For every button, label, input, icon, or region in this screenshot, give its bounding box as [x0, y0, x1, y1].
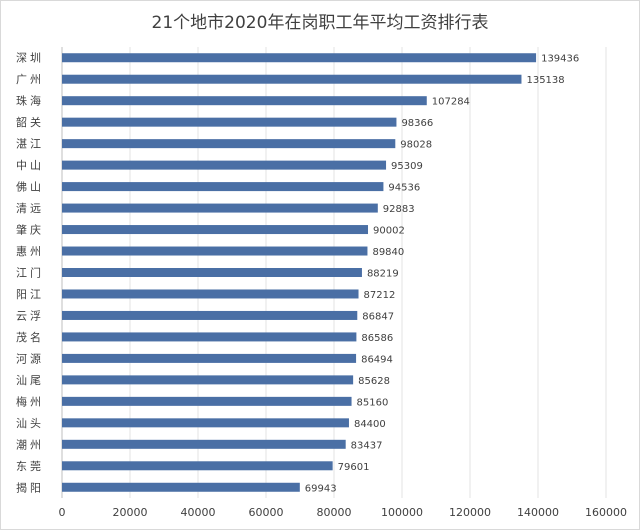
data-label: 90002 — [373, 226, 405, 237]
bar — [62, 203, 378, 213]
x-tick-label: 100000 — [381, 506, 423, 519]
y-category-label: 东莞 — [16, 460, 44, 473]
y-category-label: 肇庆 — [16, 223, 44, 237]
data-label: 69943 — [305, 483, 337, 494]
y-category-label: 中山 — [16, 159, 44, 172]
y-category-label: 揭阳 — [16, 480, 44, 494]
data-label: 139436 — [541, 54, 579, 65]
y-category-label: 汕尾 — [16, 374, 44, 387]
y-category-label: 湛江 — [16, 138, 44, 151]
data-label: 107284 — [432, 97, 470, 108]
y-category-label: 珠海 — [16, 94, 44, 108]
x-tick-label: 160000 — [585, 506, 627, 519]
y-category-label: 韶关 — [16, 115, 44, 129]
data-label: 86586 — [361, 333, 393, 344]
bar — [62, 53, 537, 63]
x-tick-label: 20000 — [113, 506, 148, 519]
y-category-label: 汕头 — [16, 417, 44, 430]
chart-title: 21个地市2020年在岗职工年平均工资排行表 — [151, 13, 489, 33]
x-tick-label: 140000 — [517, 506, 559, 519]
x-tick-label: 60000 — [249, 506, 284, 519]
y-category-label: 茂名 — [16, 330, 44, 344]
data-label: 85628 — [358, 376, 390, 387]
data-label: 98028 — [400, 140, 432, 151]
data-label: 86494 — [361, 354, 393, 365]
bar — [62, 418, 349, 428]
bar — [62, 332, 357, 342]
data-label: 89840 — [372, 247, 404, 258]
bar — [62, 74, 522, 84]
x-tick-label: 40000 — [181, 506, 216, 519]
bar — [62, 353, 357, 363]
y-category-label: 江门 — [16, 266, 44, 280]
bar — [62, 96, 427, 106]
data-label: 92883 — [383, 204, 415, 215]
x-tick-label: 80000 — [317, 506, 352, 519]
data-label: 98366 — [401, 118, 433, 129]
data-label: 84400 — [354, 419, 386, 430]
bar — [62, 396, 352, 406]
data-label: 87212 — [364, 290, 396, 301]
bar — [62, 461, 333, 471]
bar — [62, 160, 387, 170]
bar — [62, 375, 354, 385]
y-category-label: 潮州 — [16, 437, 44, 451]
bar — [62, 182, 384, 192]
bar — [62, 310, 358, 320]
y-category-label: 梅州 — [16, 394, 44, 408]
y-category-label: 云浮 — [16, 309, 44, 322]
bar — [62, 289, 359, 299]
data-label: 88219 — [367, 269, 399, 280]
bar — [62, 139, 396, 149]
bar — [62, 117, 397, 127]
y-category-label: 惠州 — [16, 244, 44, 258]
y-category-label: 阳江 — [16, 288, 44, 301]
bar — [62, 225, 369, 235]
y-category-label: 广州 — [16, 73, 44, 86]
x-tick-label: 0 — [59, 506, 66, 519]
y-category-label: 河源 — [16, 351, 44, 365]
data-label: 79601 — [338, 462, 370, 473]
bar — [62, 268, 362, 277]
data-label: 85160 — [357, 397, 389, 408]
bar — [62, 246, 368, 256]
y-category-label: 佛山 — [16, 181, 44, 194]
data-label: 135138 — [526, 75, 564, 86]
y-category-label: 清远 — [16, 202, 44, 215]
y-category-label: 深圳 — [16, 52, 44, 65]
data-label: 94536 — [388, 183, 420, 194]
bar — [62, 482, 300, 492]
data-label: 86847 — [362, 311, 394, 322]
data-label: 83437 — [351, 440, 383, 451]
data-label: 95309 — [391, 161, 423, 172]
x-tick-label: 120000 — [449, 506, 491, 519]
bar — [62, 439, 346, 449]
